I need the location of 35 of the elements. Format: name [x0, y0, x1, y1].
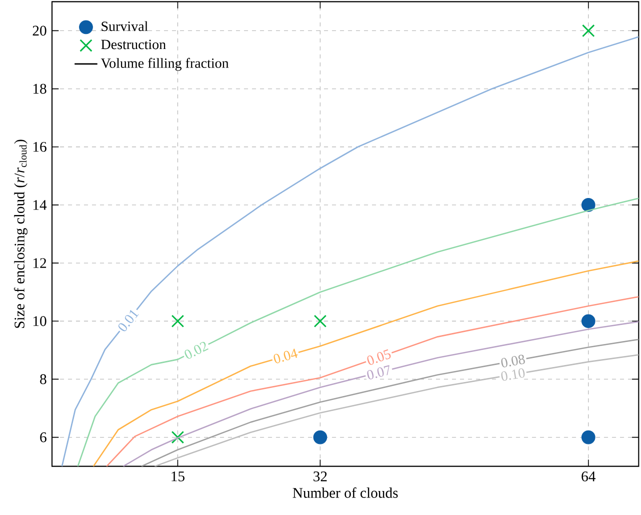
point [314, 314, 327, 328]
point [581, 198, 596, 212]
point [581, 430, 596, 444]
text: 0.04 [274, 348, 298, 364]
x-tick-label: 32 [314, 471, 327, 482]
y-axis-title: Size of enclosing cloud (r/r$_{cloud}$) [14, 140, 28, 328]
y-tick-label: 10 [33, 316, 46, 326]
point [581, 314, 596, 328]
legend-label: Survival [102, 21, 148, 32]
y-tick-label: 8 [40, 374, 46, 384]
point [313, 430, 328, 444]
x-axis-title: Number of clouds [292, 487, 398, 498]
y-tick-label: 14 [33, 200, 47, 210]
point [171, 430, 184, 444]
text: 0.10 [501, 368, 525, 381]
line-series [61, 36, 639, 466]
text: 0.05 [367, 349, 391, 365]
point [582, 24, 595, 38]
legend-label: Volume filling fraction [100, 58, 229, 71]
x-tick-label: 15 [172, 471, 184, 482]
line-series [77, 198, 639, 466]
line-series [106, 296, 639, 466]
line-series [92, 260, 639, 466]
y-tick-label: 18 [33, 84, 46, 94]
y-tick-label: 6 [40, 432, 46, 442]
point [171, 314, 184, 328]
text: 0.02 [184, 342, 208, 359]
legend-label: Destruction [101, 40, 166, 50]
text: 0.01 [118, 310, 139, 332]
y-tick-label: 12 [33, 258, 46, 268]
y-tick-label: 16 [33, 142, 46, 152]
x-tick-label: 64 [582, 471, 596, 482]
text: 0.07 [367, 365, 390, 380]
text: 0.08 [501, 354, 525, 368]
y-tick-label: 20 [32, 26, 46, 36]
